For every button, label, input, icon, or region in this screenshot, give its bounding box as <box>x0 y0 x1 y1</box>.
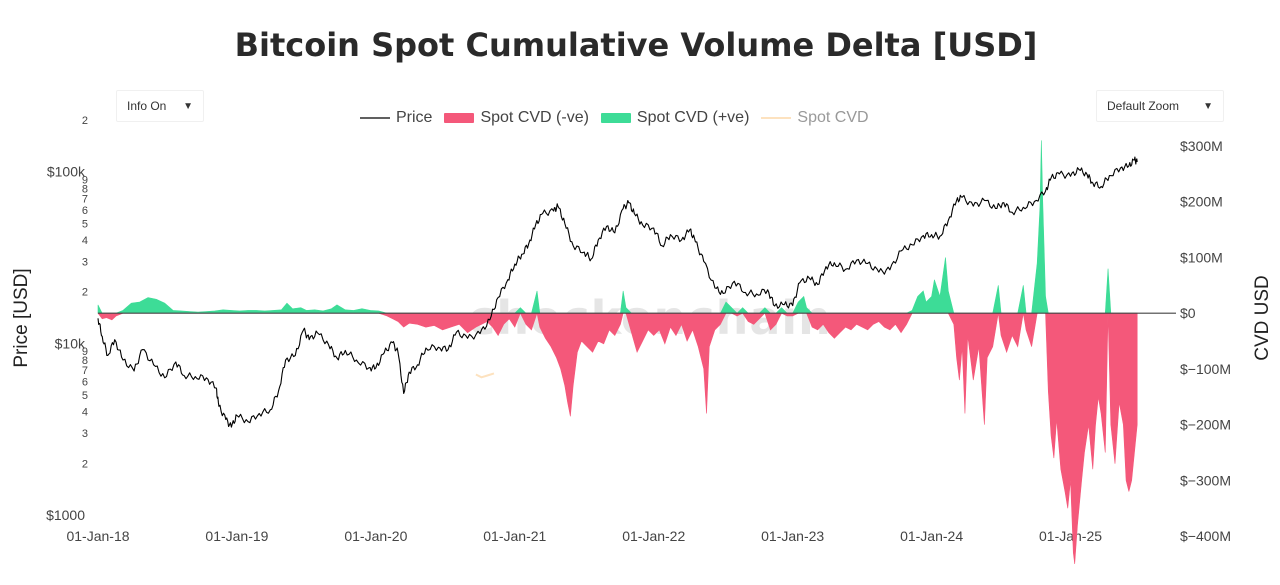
y-left-minor-tick-label: 2 <box>82 287 88 299</box>
y-left-minor-tick-label: 3 <box>82 428 88 440</box>
y-left-minor-tick-label: 3 <box>82 256 88 268</box>
legend-label-cvd-negative: Spot CVD (-ve) <box>480 109 589 126</box>
y-left-minor-tick-label: 9 <box>82 175 88 187</box>
y-right-tick-label: $300M <box>1180 138 1223 154</box>
series-line-cvd <box>475 372 495 379</box>
x-axis: 01-Jan-18 01-Jan-19 01-Jan-20 01-Jan-21 01-J… <box>66 528 1102 544</box>
y-left-minor-tick-label: 8 <box>82 183 88 195</box>
chevron-down-icon: ▼ <box>1203 100 1213 112</box>
y-left-minor-tick-label: 9 <box>82 346 88 358</box>
legend-item-cvd-negative[interactable]: Spot CVD (-ve) <box>444 109 589 127</box>
legend-item-price[interactable]: Price <box>360 109 432 127</box>
series-area-cvd-negative <box>97 312 1138 565</box>
y-right-tick-label: $−300M <box>1180 472 1231 488</box>
y-left-minor-tick-label: 2 <box>82 458 88 470</box>
chevron-down-icon: ▼ <box>183 100 193 112</box>
y-right-tick-label: $−200M <box>1180 417 1231 433</box>
legend-swatch-line <box>761 117 792 119</box>
legend-item-cvd-positive[interactable]: Spot CVD (+ve) <box>600 109 750 127</box>
x-tick-label: 01-Jan-21 <box>483 528 546 544</box>
y-left-minor-tick-label: 4 <box>82 407 88 419</box>
legend-swatch-area <box>600 113 631 123</box>
y-right-tick-label: $100M <box>1180 249 1223 265</box>
y-left-minor-tick-label: 7 <box>82 365 88 377</box>
zoom-label: Default Zoom <box>1107 99 1180 113</box>
legend-label-cvd: Spot CVD <box>797 109 869 126</box>
legend-swatch-area <box>444 113 475 123</box>
series-area-cvd-positive <box>97 140 1138 314</box>
x-tick-label: 01-Jan-24 <box>900 528 963 544</box>
legend-label-price: Price <box>396 109 433 126</box>
y-axis-right-title: CVD USD <box>1252 275 1273 361</box>
y-right-tick-label: $0 <box>1180 305 1196 321</box>
y-left-minor-tick-label: 8 <box>82 355 88 367</box>
y-right-tick-label: $−100M <box>1180 361 1231 377</box>
chart-legend: Price Spot CVD (-ve) Spot CVD (+ve) Spot… <box>360 106 881 130</box>
chart-title: Bitcoin Spot Cumulative Volume Delta [US… <box>234 26 1038 64</box>
y-left-minor-tick-label: 2 <box>82 115 88 127</box>
y-left-tick-label: $100k <box>47 164 86 180</box>
legend-item-cvd[interactable]: Spot CVD <box>761 109 869 127</box>
y-left-tick-label: $1000 <box>46 507 85 523</box>
y-left-minor-tick-label: 4 <box>82 235 88 247</box>
y-axis-left-title: Price [USD] <box>11 268 32 367</box>
y-right-tick-label: $200M <box>1180 194 1223 210</box>
x-tick-label: 01-Jan-19 <box>205 528 268 544</box>
x-tick-label: 01-Jan-23 <box>761 528 824 544</box>
x-tick-label: 01-Jan-20 <box>344 528 407 544</box>
x-tick-label: 01-Jan-22 <box>622 528 685 544</box>
y-left-minor-tick-label: 7 <box>82 193 88 205</box>
info-toggle-dropdown[interactable]: Info On ▼ <box>116 90 204 122</box>
y-left-minor-tick-label: 6 <box>82 376 88 388</box>
x-tick-label: 01-Jan-18 <box>66 528 129 544</box>
x-tick-label: 01-Jan-25 <box>1039 528 1102 544</box>
y-left-minor-tick-label: 5 <box>82 390 88 402</box>
series-line-price <box>97 156 1138 428</box>
info-toggle-label: Info On <box>127 99 167 113</box>
y-left-minor-tick-label: 5 <box>82 218 88 230</box>
y-left-minor-tick-label: 6 <box>82 205 88 217</box>
y-axis-right: $300M $200M $100M $0 $−100M $−200M $−300M $−400… <box>1180 138 1231 544</box>
legend-swatch-line <box>360 117 390 119</box>
y-right-tick-label: $−400M <box>1180 528 1231 544</box>
y-left-tick-label: $10k <box>55 335 86 351</box>
zoom-dropdown[interactable]: Default Zoom ▼ <box>1096 90 1224 122</box>
series-layer <box>97 140 1176 565</box>
legend-label-cvd-positive: Spot CVD (+ve) <box>636 109 750 126</box>
